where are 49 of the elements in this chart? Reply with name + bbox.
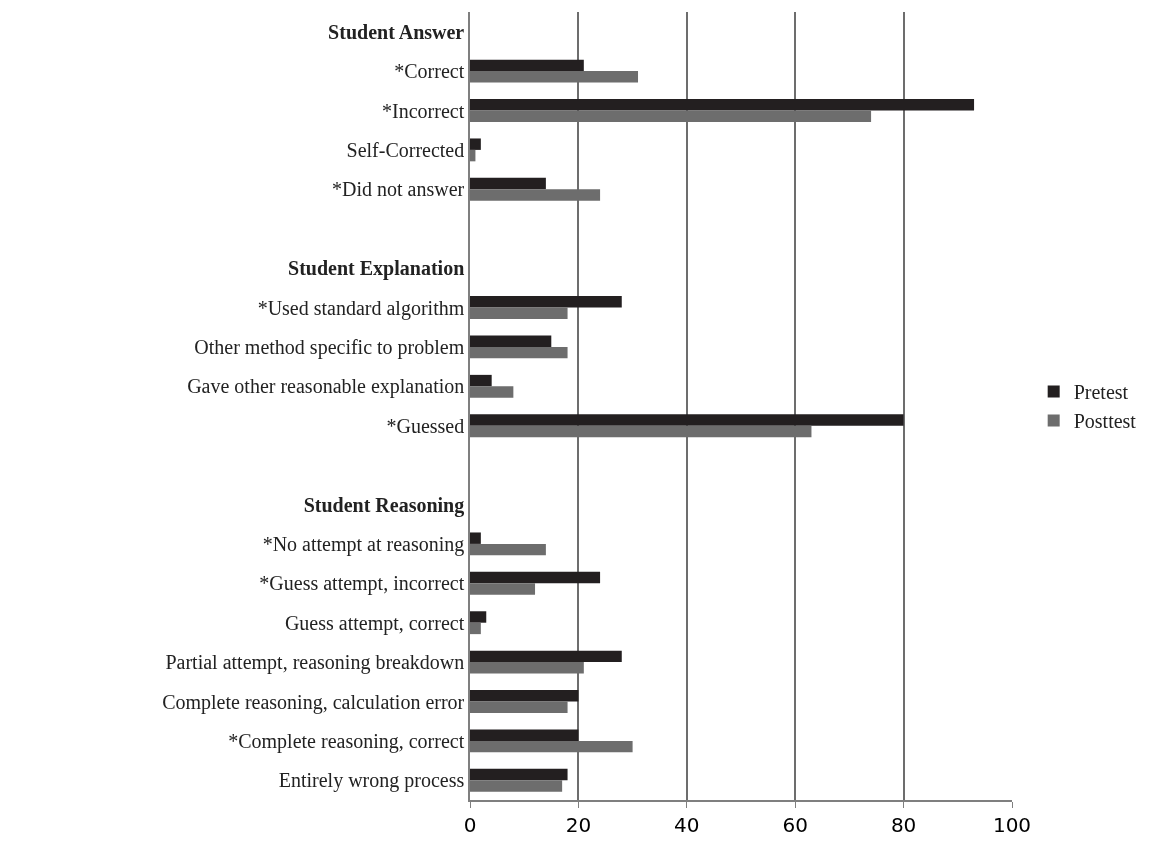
bar [470, 780, 563, 792]
bar [470, 59, 584, 72]
y-tick-label: Gave other reasonable explanation [187, 375, 465, 399]
bar [470, 650, 622, 663]
x-tick-label: 40 [674, 812, 700, 837]
bar [470, 729, 579, 741]
x-tick-label: 0 [463, 812, 477, 837]
bar [470, 346, 568, 359]
y-tick-label: *Did not answer [332, 178, 465, 201]
bar [470, 571, 601, 584]
x-tick-label: 80 [890, 812, 917, 837]
y-tick-label: *Used standard algorithm [257, 296, 465, 320]
bar [470, 701, 568, 713]
bar [470, 307, 568, 319]
bar [470, 768, 568, 781]
y-tick-label: Partial attempt, reasoning breakdown [165, 651, 465, 675]
y-tick-label: *Incorrect [382, 99, 465, 122]
y-tick-label: Self-Corrected [346, 138, 465, 161]
y-tick-label: Student Reasoning [303, 493, 465, 517]
y-tick-label: Guess attempt, correct [284, 611, 465, 635]
y-tick-label: Student Answer [328, 20, 465, 43]
bar [470, 543, 546, 556]
legend-label: Pretest [1073, 381, 1129, 404]
bar [470, 386, 514, 398]
y-tick-label: *Guessed [386, 414, 465, 437]
bar [470, 622, 481, 635]
bar [470, 414, 904, 426]
y-tick-label: Other method specific to problem [194, 335, 465, 359]
bar [470, 138, 481, 150]
y-tick-label: *No attempt at reasoning [262, 532, 465, 556]
legend-label: Posttest [1073, 410, 1137, 433]
bar [470, 611, 487, 623]
bar [470, 99, 975, 111]
bar [470, 335, 552, 347]
bar [470, 583, 536, 595]
y-tick-label: *Correct [394, 60, 465, 83]
y-tick-label: *Complete reasoning, correct [228, 729, 465, 753]
x-tick-label: 100 [992, 812, 1032, 837]
bar [470, 177, 546, 190]
bar [470, 532, 481, 544]
y-tick-label: Student Explanation [288, 257, 465, 281]
y-tick-label: *Guess attempt, incorrect [259, 572, 465, 596]
bar [470, 374, 492, 387]
x-tick-label: 60 [782, 812, 808, 837]
bar [470, 296, 622, 308]
y-tick-label: Complete reasoning, calculation error [162, 690, 465, 714]
y-tick-label: Entirely wrong process [278, 769, 465, 793]
x-tick-label: 20 [565, 812, 592, 837]
bar [470, 690, 579, 702]
